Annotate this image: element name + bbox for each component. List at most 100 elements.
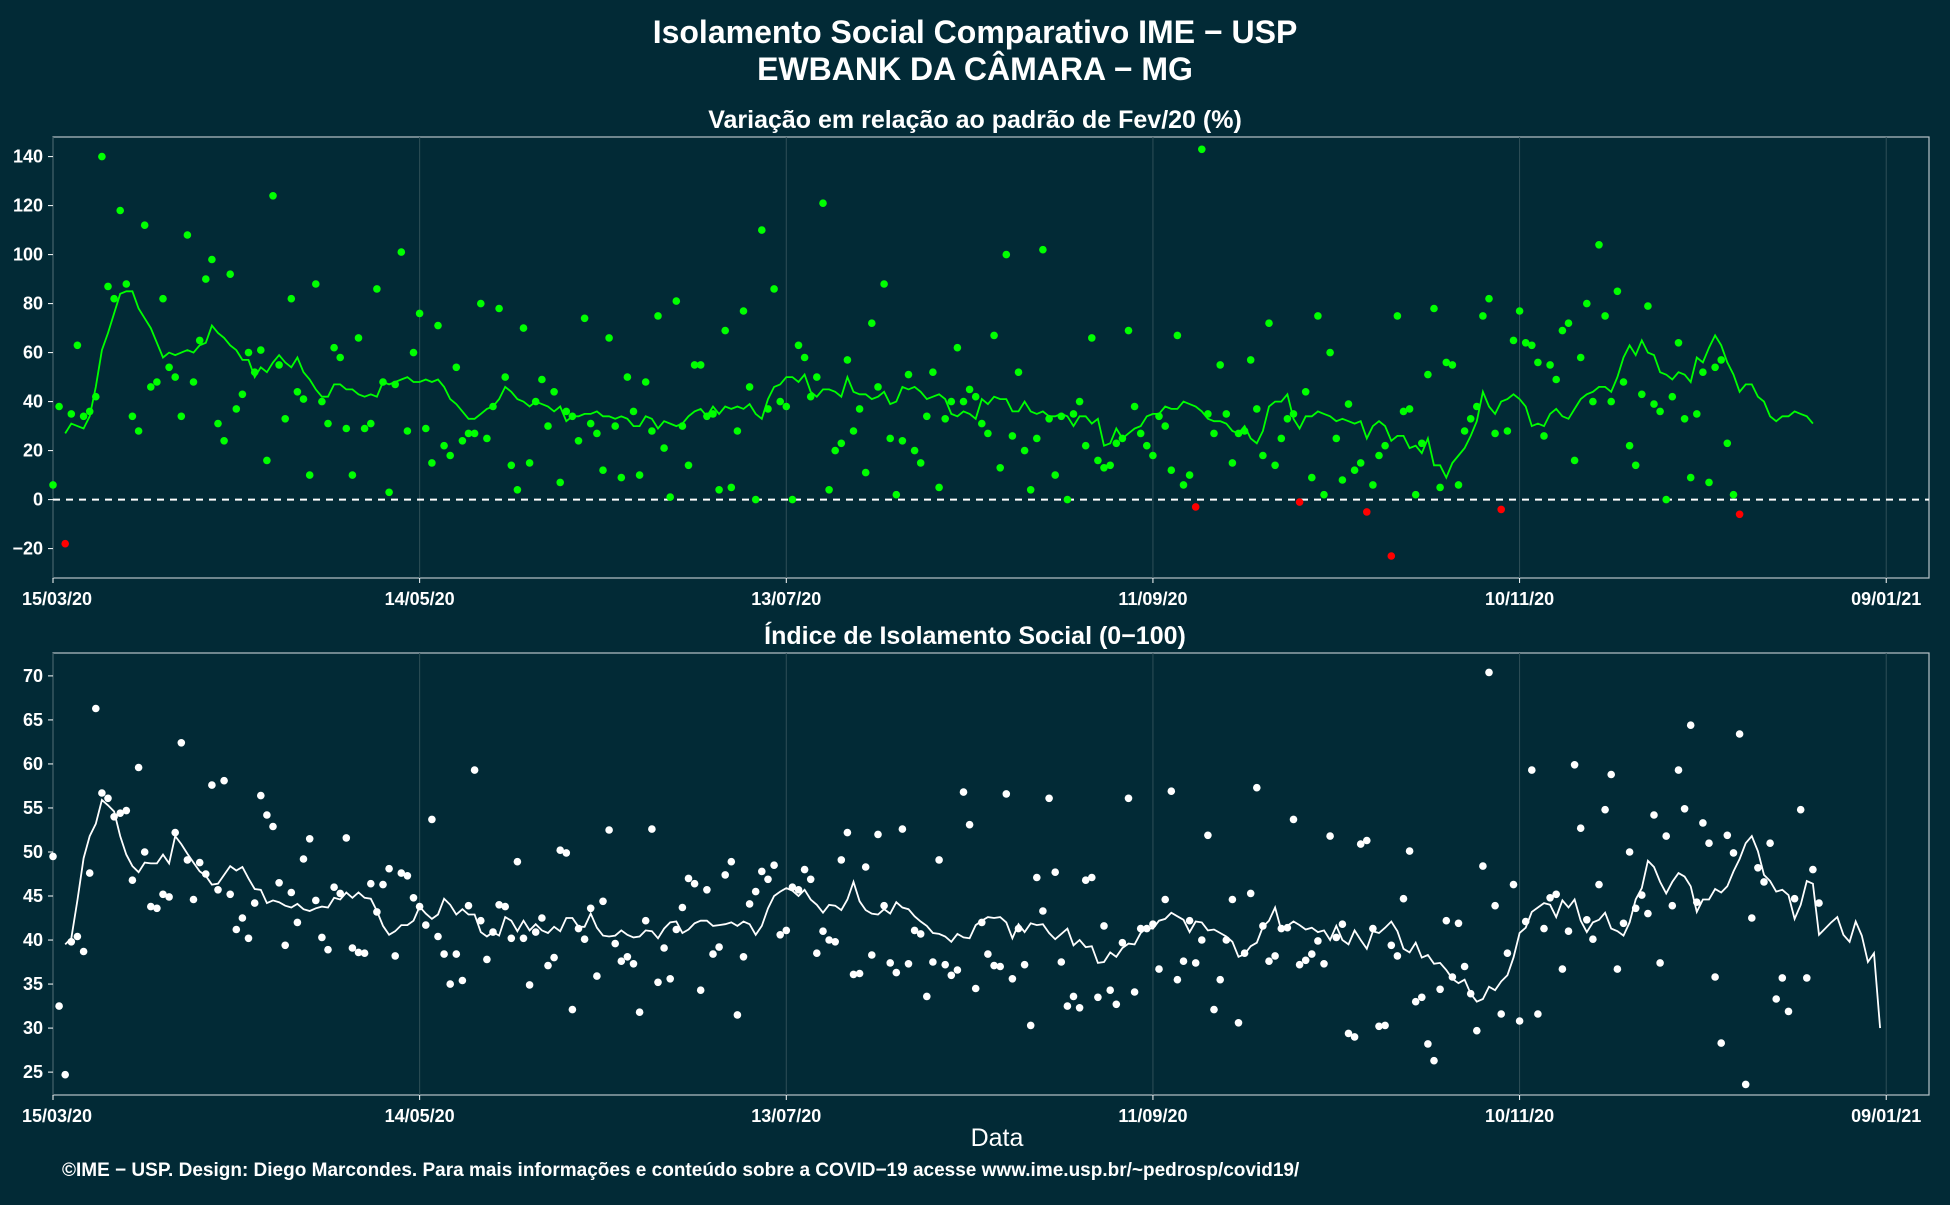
data-point bbox=[727, 857, 736, 866]
data-point bbox=[721, 871, 729, 879]
data-point bbox=[1179, 957, 1188, 965]
data-point bbox=[813, 373, 821, 381]
data-point bbox=[281, 941, 290, 950]
data-point bbox=[831, 938, 839, 946]
data-point bbox=[1204, 410, 1212, 418]
data-point bbox=[1161, 895, 1169, 904]
data-point bbox=[85, 407, 94, 416]
data-point bbox=[654, 978, 662, 987]
panel1-title: Variação em relação ao padrão de Fev/20 … bbox=[708, 106, 1242, 134]
data-point bbox=[1143, 441, 1151, 450]
data-point bbox=[305, 835, 314, 843]
data-point bbox=[177, 739, 186, 747]
data-point bbox=[1631, 904, 1640, 913]
data-point bbox=[1191, 959, 1200, 967]
data-point bbox=[1705, 839, 1713, 847]
data-point bbox=[1008, 975, 1017, 983]
data-point bbox=[611, 939, 619, 948]
data-point bbox=[153, 378, 161, 386]
data-point bbox=[916, 930, 925, 938]
data-point bbox=[666, 493, 674, 501]
data-point bbox=[1454, 919, 1463, 928]
data-point bbox=[984, 429, 992, 438]
data-point bbox=[165, 893, 173, 901]
data-point bbox=[1564, 319, 1573, 328]
data-point bbox=[318, 933, 326, 942]
data-point bbox=[764, 875, 772, 884]
data-point bbox=[1375, 1022, 1383, 1031]
data-point bbox=[1045, 794, 1053, 803]
data-point bbox=[1039, 245, 1047, 254]
footer-credit: ©IME − USP. Design: Diego Marcondes. Par… bbox=[62, 1160, 1300, 1181]
data-point bbox=[1656, 407, 1664, 416]
data-point bbox=[434, 932, 442, 941]
data-point bbox=[1418, 993, 1426, 1002]
data-point bbox=[990, 961, 998, 970]
data-point bbox=[1662, 832, 1670, 840]
data-point bbox=[568, 1005, 577, 1014]
data-point bbox=[599, 897, 607, 906]
data-point bbox=[446, 451, 455, 460]
data-point bbox=[1699, 368, 1707, 377]
data-point bbox=[501, 373, 510, 381]
x-tick-label: 10/11/20 bbox=[1485, 589, 1554, 609]
data-point bbox=[403, 872, 412, 880]
data-point bbox=[1741, 1080, 1750, 1089]
data-point bbox=[1534, 1010, 1542, 1018]
data-point bbox=[1149, 920, 1157, 928]
data-point bbox=[232, 925, 241, 934]
data-point bbox=[1173, 331, 1182, 340]
data-point bbox=[61, 539, 69, 548]
data-point bbox=[1314, 937, 1322, 945]
figure-title-line1: Isolamento Social Comparativo IME − USP bbox=[653, 14, 1298, 50]
data-point bbox=[1460, 427, 1469, 435]
data-point bbox=[568, 412, 577, 421]
data-point bbox=[232, 405, 241, 413]
data-point bbox=[556, 478, 564, 487]
data-point bbox=[1271, 461, 1279, 470]
data-point bbox=[1497, 505, 1505, 514]
data-point bbox=[1124, 326, 1133, 335]
data-point bbox=[1638, 891, 1646, 899]
y-tick-label: 55 bbox=[23, 798, 43, 818]
data-point bbox=[140, 848, 149, 856]
data-point bbox=[1051, 868, 1059, 876]
data-point bbox=[1094, 456, 1102, 465]
data-point bbox=[1405, 405, 1414, 413]
data-point bbox=[1815, 899, 1823, 907]
data-point bbox=[1460, 962, 1469, 971]
data-point bbox=[1283, 923, 1292, 932]
data-point bbox=[727, 483, 736, 492]
data-point bbox=[1393, 952, 1402, 960]
data-point bbox=[458, 437, 467, 445]
data-point bbox=[1320, 490, 1328, 499]
data-point bbox=[1485, 294, 1493, 303]
data-point bbox=[556, 846, 564, 854]
data-point bbox=[1693, 410, 1701, 418]
data-point bbox=[73, 341, 82, 350]
data-point bbox=[1509, 336, 1518, 345]
data-point bbox=[544, 961, 552, 970]
data-point bbox=[1026, 486, 1035, 494]
data-point bbox=[1356, 840, 1365, 848]
data-point bbox=[660, 444, 668, 452]
data-point bbox=[1326, 348, 1334, 357]
data-point bbox=[183, 231, 192, 239]
data-point bbox=[1136, 429, 1145, 438]
data-point bbox=[525, 459, 534, 467]
data-point bbox=[501, 902, 510, 911]
data-point bbox=[1020, 960, 1029, 969]
data-point bbox=[1631, 461, 1640, 470]
data-point bbox=[92, 704, 100, 713]
data-point bbox=[1033, 434, 1041, 443]
data-point bbox=[1601, 312, 1609, 320]
data-point bbox=[672, 297, 681, 305]
data-point bbox=[1020, 446, 1029, 455]
data-point bbox=[1363, 508, 1371, 516]
data-point bbox=[678, 422, 687, 430]
data-point bbox=[1570, 761, 1579, 769]
data-point bbox=[1564, 927, 1573, 935]
data-point bbox=[189, 895, 198, 904]
data-point bbox=[1185, 916, 1194, 925]
